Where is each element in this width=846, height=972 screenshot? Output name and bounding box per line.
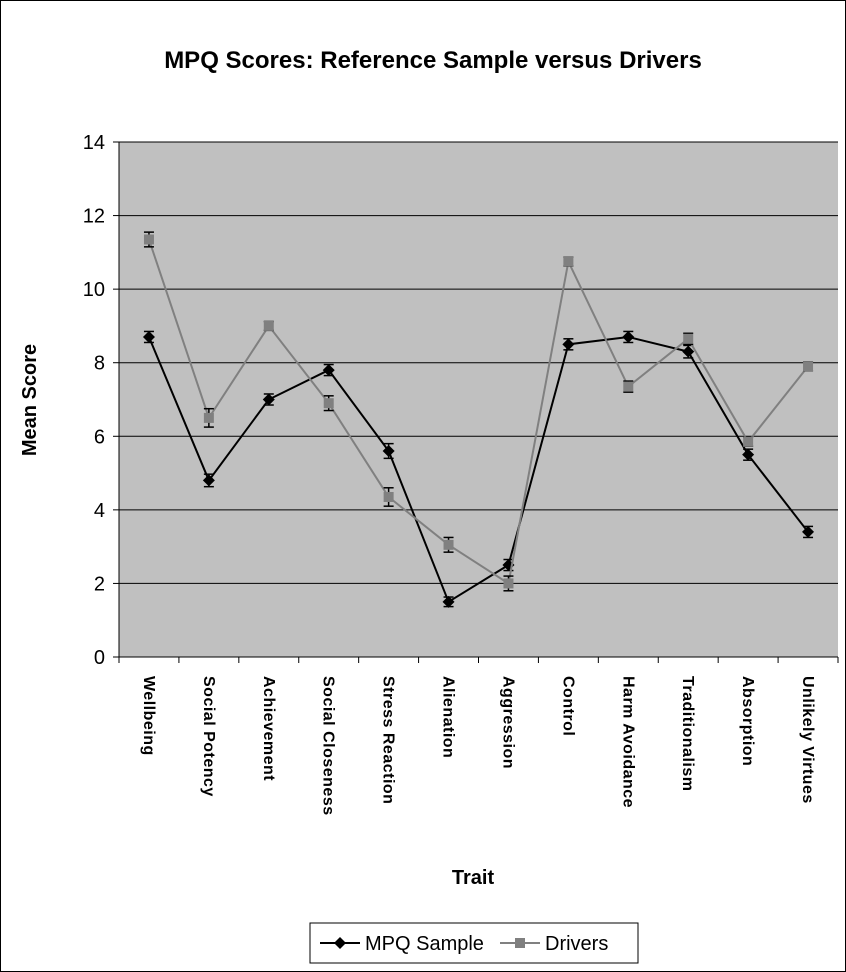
data-point [802, 525, 815, 538]
y-tick-label: 10 [83, 279, 105, 301]
data-point [323, 398, 334, 409]
axes [118, 142, 839, 663]
legend-entry-drivers: Drivers [500, 933, 608, 955]
y-tick-label: 0 [94, 647, 105, 669]
x-tick-label: Control [559, 676, 576, 736]
data-point [322, 364, 335, 377]
data-point [562, 338, 575, 351]
legend-marker-mpq-sample [334, 937, 346, 949]
data-point [442, 595, 455, 608]
data-point [623, 381, 634, 392]
series-mpq-sample [142, 330, 815, 608]
data-point [742, 448, 755, 461]
x-tick-label: Absorption [739, 676, 756, 766]
data-point [503, 578, 514, 589]
legend: MPQ Sample Drivers [309, 922, 639, 964]
legend-label-mpq-sample: MPQ Sample [365, 933, 484, 955]
y-tick-label: 4 [94, 500, 105, 522]
x-tick-label: Social Potency [200, 676, 217, 797]
data-point [263, 320, 274, 331]
series-drivers [143, 231, 814, 592]
y-tick-label: 6 [94, 426, 105, 448]
series-layer [142, 231, 815, 608]
legend-label-drivers: Drivers [545, 933, 608, 955]
data-point [803, 361, 814, 372]
x-tick-label: Traditionalism [679, 676, 696, 791]
data-point [142, 330, 155, 343]
legend-entry-mpq-sample: MPQ Sample [320, 933, 484, 955]
x-tick-label: Stress Reaction [380, 676, 397, 804]
x-tick-label: Harm Avoidance [619, 676, 636, 808]
x-axis-title: Trait [452, 867, 495, 889]
data-point [743, 436, 754, 447]
data-point [443, 539, 454, 550]
data-point [622, 330, 635, 343]
data-point [203, 412, 214, 423]
x-tick-label: Unlikely Virtues [799, 676, 816, 804]
plot-area [119, 142, 838, 657]
legend-box [309, 922, 639, 964]
data-point [202, 474, 215, 487]
x-tick-label: Wellbeing [140, 676, 157, 756]
y-tick-labels: 0 2 4 6 8 10 12 14 [83, 132, 105, 669]
x-tick-label: Aggression [499, 676, 516, 769]
series-line-drivers [148, 239, 809, 586]
y-tick-label: 14 [83, 132, 105, 154]
data-point [382, 445, 395, 457]
data-point [262, 393, 275, 406]
x-tick-label: Alienation [440, 676, 457, 758]
y-tick-label: 8 [94, 353, 105, 375]
data-point [143, 234, 154, 245]
x-tick-labels: Wellbeing Social Potency Achievement Social… [140, 676, 816, 816]
data-point [682, 345, 695, 358]
data-point [563, 256, 574, 267]
x-tick-label: Social Closeness [320, 676, 337, 816]
data-point [683, 333, 694, 344]
series-line-mpq-sample [148, 335, 809, 604]
data-point [383, 491, 394, 502]
x-tick-label: Achievement [260, 676, 277, 781]
chart-title: MPQ Scores: Reference Sample versus Driv… [164, 47, 702, 74]
y-tick-label: 12 [83, 206, 105, 228]
gridlines [113, 141, 838, 658]
legend-marker-drivers [515, 938, 525, 948]
y-tick-label: 2 [94, 573, 105, 595]
y-axis-title: Mean Score [19, 344, 41, 456]
